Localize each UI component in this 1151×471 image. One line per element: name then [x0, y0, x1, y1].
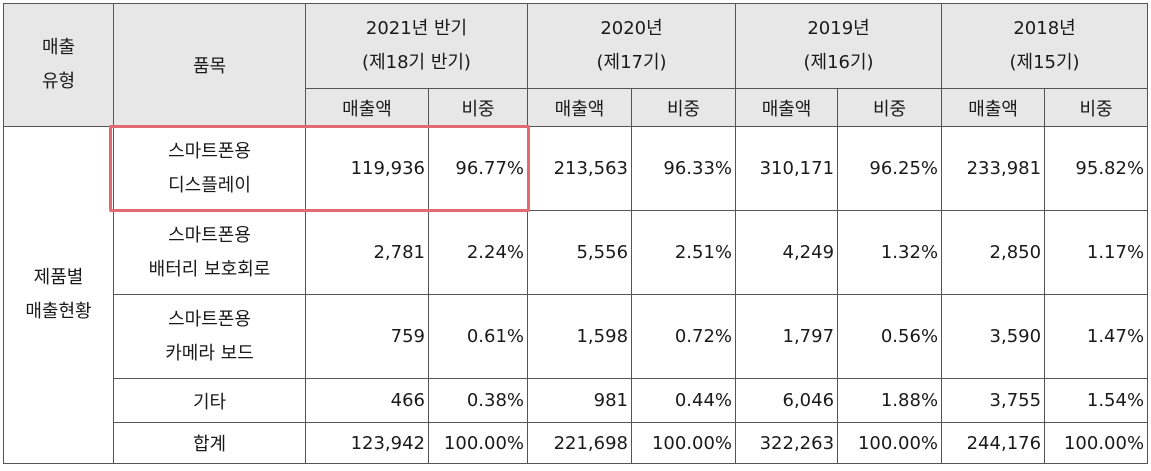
table-row: 기타 466 0.38% 981 0.44% 6,046 1.88% 3,755… — [4, 378, 1149, 423]
sales-cell: 244,176 — [941, 422, 1046, 464]
period-year: 2018년 — [1013, 18, 1076, 39]
subheader-sales: 매출액 — [527, 88, 633, 127]
sales-cell: 3,755 — [941, 378, 1046, 423]
subheader-sales: 매출액 — [735, 88, 839, 127]
ratio-cell: 100.00% — [1044, 422, 1149, 464]
item-name: 스마트폰용 디스플레이 — [113, 126, 306, 211]
sales-table-container: 매출 유형 품목 2021년 반기 (제18기 반기) 2020년 (제17기)… — [3, 3, 1149, 467]
sales-by-product-table: 매출 유형 품목 2021년 반기 (제18기 반기) 2020년 (제17기)… — [3, 3, 1149, 464]
sales-cell: 123,942 — [305, 422, 429, 464]
sales-cell: 1,797 — [735, 294, 839, 379]
item-header: 품목 — [113, 3, 306, 127]
period-header-2020: 2020년 (제17기) — [527, 3, 737, 89]
item-name: 합계 — [113, 422, 306, 464]
subheader-sales: 매출액 — [305, 88, 429, 127]
sales-cell: 6,046 — [735, 378, 839, 423]
item-name: 스마트폰용 배터리 보호회로 — [113, 210, 306, 295]
item-name: 스마트폰용 카메라 보드 — [113, 294, 306, 379]
sales-cell: 759 — [305, 294, 429, 379]
sales-cell: 310,171 — [735, 126, 839, 211]
ratio-cell: 95.82% — [1044, 126, 1149, 211]
subheader-ratio: 비중 — [427, 88, 529, 127]
ratio-cell: 1.88% — [837, 378, 943, 423]
ratio-cell: 96.77% — [427, 126, 529, 211]
ratio-cell: 0.72% — [631, 294, 737, 379]
ratio-cell: 1.54% — [1044, 378, 1149, 423]
ratio-cell: 100.00% — [631, 422, 737, 464]
sales-cell: 466 — [305, 378, 429, 423]
sales-cell: 4,249 — [735, 210, 839, 295]
period-term: (제18기 반기) — [362, 52, 471, 73]
sales-cell: 981 — [527, 378, 633, 423]
period-year: 2020년 — [600, 18, 663, 39]
sales-cell: 3,590 — [941, 294, 1046, 379]
ratio-cell: 1.47% — [1044, 294, 1149, 379]
ratio-cell: 1.32% — [837, 210, 943, 295]
period-year: 2021년 반기 — [365, 18, 468, 39]
ratio-cell: 2.51% — [631, 210, 737, 295]
ratio-cell: 1.17% — [1044, 210, 1149, 295]
ratio-cell: 0.44% — [631, 378, 737, 423]
subheader-ratio: 비중 — [631, 88, 737, 127]
period-term: (제15기) — [1009, 52, 1080, 73]
table-row: 스마트폰용 카메라 보드 759 0.61% 1,598 0.72% 1,797… — [4, 294, 1149, 379]
ratio-cell: 96.33% — [631, 126, 737, 211]
sales-cell: 2,781 — [305, 210, 429, 295]
period-term: (제17기) — [596, 52, 667, 73]
ratio-cell: 2.24% — [427, 210, 529, 295]
subheader-ratio: 비중 — [1044, 88, 1149, 127]
sales-type-header: 매출 유형 — [3, 3, 114, 127]
table-row-total: 합계 123,942 100.00% 221,698 100.00% 322,2… — [4, 422, 1149, 464]
ratio-cell: 96.25% — [837, 126, 943, 211]
ratio-cell: 100.00% — [427, 422, 529, 464]
sales-cell: 213,563 — [527, 126, 633, 211]
table-row: 제품별 매출현황 스마트폰용 디스플레이 119,936 96.77% 213,… — [3, 126, 1149, 464]
subheader-ratio: 비중 — [837, 88, 943, 127]
ratio-cell: 100.00% — [837, 422, 943, 464]
subheader-sales: 매출액 — [941, 88, 1046, 127]
item-name: 기타 — [113, 378, 306, 423]
period-header-2021h1: 2021년 반기 (제18기 반기) — [304, 3, 529, 89]
ratio-cell: 0.38% — [427, 378, 529, 423]
period-header-2019: 2019년 (제16기) — [735, 3, 943, 89]
period-year: 2019년 — [807, 18, 870, 39]
ratio-cell: 0.61% — [427, 294, 529, 379]
sales-cell: 119,936 — [305, 126, 429, 211]
period-term: (제16기) — [803, 52, 874, 73]
sales-cell: 233,981 — [941, 126, 1046, 211]
group-label: 제품별 매출현황 — [3, 126, 114, 464]
sales-cell: 5,556 — [527, 210, 633, 295]
table-row: 스마트폰용 배터리 보호회로 2,781 2.24% 5,556 2.51% 4… — [4, 210, 1149, 295]
sales-cell: 1,598 — [527, 294, 633, 379]
sales-cell: 221,698 — [527, 422, 633, 464]
sales-cell: 322,263 — [735, 422, 839, 464]
sales-cell: 2,850 — [941, 210, 1046, 295]
period-header-2018: 2018년 (제15기) — [941, 3, 1149, 89]
ratio-cell: 0.56% — [837, 294, 943, 379]
